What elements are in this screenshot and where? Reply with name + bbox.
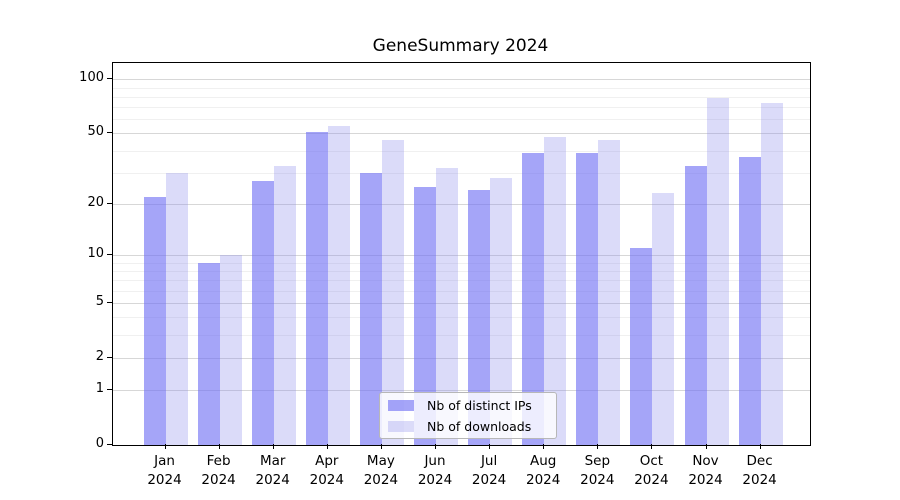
- x-tick: [759, 444, 761, 449]
- x-tick: [435, 444, 436, 449]
- x-tick: [326, 444, 328, 449]
- gridline-minor: [113, 270, 810, 272]
- y-tick: [107, 302, 112, 303]
- bar-nb-of-downloads: [760, 102, 783, 445]
- bar-nb-of-downloads: [436, 167, 458, 445]
- x-tick-label: May 2024: [363, 453, 399, 488]
- bar-nb-of-distinct-ips: [251, 180, 274, 445]
- bar-nb-of-downloads: [273, 165, 296, 445]
- gridline-major: [113, 390, 810, 392]
- gridline-minor: [113, 96, 810, 98]
- gridline-minor: [113, 150, 810, 152]
- y-tick: [107, 78, 112, 80]
- bar-nb-of-distinct-ips: [414, 186, 436, 445]
- y-tick-label: 2: [95, 348, 104, 364]
- bar-nb-of-distinct-ips: [684, 165, 707, 445]
- x-tick-label: Feb 2024: [201, 453, 236, 488]
- gridline-minor: [113, 119, 810, 121]
- x-tick-label: Sep 2024: [580, 453, 615, 488]
- gridline-major: [113, 357, 810, 359]
- x-tick-label: Jun 2024: [417, 453, 453, 488]
- gridline-minor: [113, 107, 810, 109]
- y-tick-label: 0: [95, 436, 104, 451]
- bar-nb-of-downloads: [327, 126, 350, 445]
- bar-nb-of-downloads: [598, 139, 621, 445]
- x-tick-label: Dec 2024: [742, 453, 777, 488]
- y-tick-label: 10: [87, 245, 104, 261]
- bar-nb-of-downloads: [544, 136, 567, 445]
- chart-title: GeneSummary 2024: [372, 36, 549, 56]
- x-tick: [651, 444, 653, 449]
- legend-swatch-icon: [388, 420, 414, 432]
- y-tick: [107, 356, 112, 358]
- gridline-minor: [113, 317, 810, 319]
- x-tick-label: Aug 2024: [526, 453, 561, 488]
- legend-item: Nb of downloads: [380, 417, 556, 436]
- x-tick-label: Nov 2024: [688, 453, 723, 488]
- x-tick-label: Mar 2024: [255, 453, 290, 488]
- bar-nb-of-downloads: [165, 172, 188, 445]
- x-tick-label: Apr 2024: [309, 453, 344, 488]
- gridline-minor: [113, 280, 810, 282]
- x-tick-label: Oct 2024: [634, 453, 669, 488]
- bar-nb-of-distinct-ips: [630, 248, 653, 445]
- gridline-minor: [113, 87, 810, 89]
- y-tick-label: 5: [95, 294, 104, 309]
- bar-nb-of-distinct-ips: [359, 172, 382, 445]
- y-tick-label: 50: [87, 124, 104, 140]
- gridline-major: [113, 133, 810, 135]
- gridline-major: [113, 203, 810, 205]
- bar-nb-of-distinct-ips: [522, 152, 545, 445]
- bar-nb-of-distinct-ips: [468, 189, 491, 445]
- y-tick-label: 20: [87, 194, 104, 210]
- x-tick: [164, 444, 166, 449]
- x-tick: [705, 444, 707, 449]
- x-tick-label: Jul 2024: [471, 453, 507, 488]
- x-tick: [489, 444, 491, 449]
- bar-nb-of-distinct-ips: [305, 131, 328, 445]
- bar-nb-of-distinct-ips: [143, 196, 166, 445]
- x-tick-label: Jan 2024: [147, 453, 182, 488]
- bar-nb-of-downloads: [652, 193, 675, 445]
- bar-nb-of-downloads: [381, 139, 404, 445]
- gridline-minor: [113, 172, 810, 174]
- y-tick: [107, 253, 112, 255]
- legend-label: Nb of downloads: [427, 418, 532, 434]
- y-tick: [107, 444, 112, 445]
- bar-nb-of-distinct-ips: [197, 262, 220, 445]
- plot-area: Nb of distinct IPs Nb of downloads: [112, 62, 811, 446]
- legend-label: Nb of distinct IPs: [427, 397, 532, 413]
- x-tick: [218, 444, 220, 449]
- legend-swatch-icon: [388, 399, 414, 411]
- y-tick: [107, 389, 112, 391]
- y-tick-label: 1: [95, 381, 104, 397]
- gridline-major: [113, 254, 810, 256]
- x-tick: [597, 444, 599, 449]
- bar-nb-of-downloads: [219, 254, 242, 445]
- bar-nb-of-downloads: [490, 178, 513, 445]
- gridline-minor: [113, 290, 810, 292]
- bar-nb-of-downloads: [706, 97, 729, 445]
- legend-item: Nb of distinct IPs: [380, 396, 556, 415]
- legend: Nb of distinct IPs Nb of downloads: [379, 392, 557, 439]
- gridline-minor: [113, 335, 810, 337]
- gridline-major: [113, 303, 810, 304]
- y-tick: [107, 132, 112, 134]
- bar-nb-of-distinct-ips: [738, 156, 761, 445]
- y-tick: [107, 202, 112, 204]
- y-tick-label: 100: [79, 70, 104, 86]
- x-tick: [543, 444, 545, 449]
- x-tick: [380, 444, 382, 449]
- x-tick: [272, 444, 274, 449]
- gridline-minor: [113, 262, 810, 264]
- bar-nb-of-distinct-ips: [576, 152, 599, 445]
- gridline-major: [113, 79, 810, 81]
